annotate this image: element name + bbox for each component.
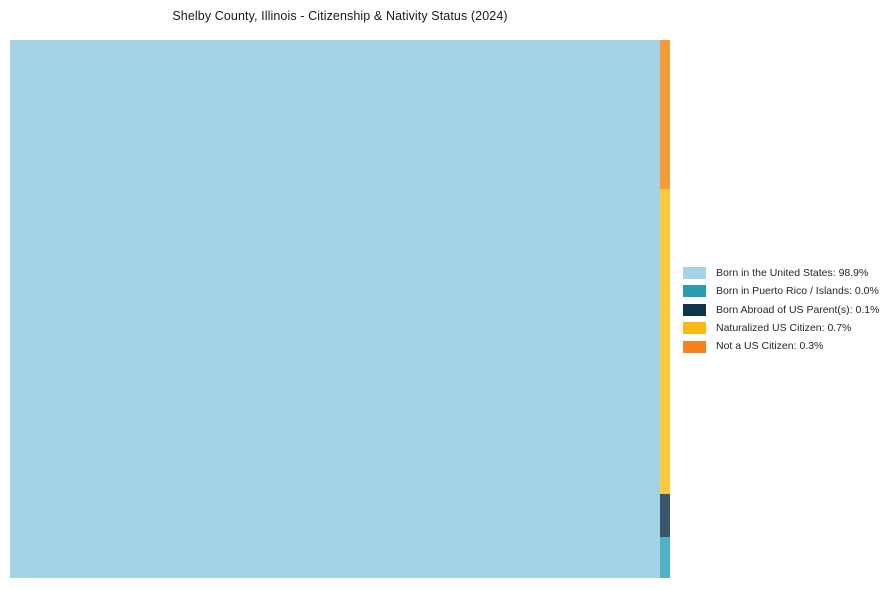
legend-swatch-born-abroad-of-us-parent-s <box>683 303 706 316</box>
legend-label: Born in Puerto Rico / Islands: 0.0% <box>716 285 879 298</box>
treemap-rect-born-in-puerto-rico-islands <box>660 537 670 578</box>
legend-label: Not a US Citizen: 0.3% <box>716 340 824 353</box>
legend-item-born-abroad-of-us-parent-s: Born Abroad of US Parent(s): 0.1% <box>683 303 880 316</box>
legend-label: Born in the United States: 98.9% <box>716 266 869 279</box>
chart-title: Shelby County, Illinois - Citizenship & … <box>172 9 508 23</box>
legend-label: Born Abroad of US Parent(s): 0.1% <box>716 303 880 316</box>
legend-item-born-in-puerto-rico-islands: Born in Puerto Rico / Islands: 0.0% <box>683 285 879 298</box>
legend-item-naturalized-us-citizen: Naturalized US Citizen: 0.7% <box>683 321 879 335</box>
legend-item-not-a-us-citizen: Not a US Citizen: 0.3% <box>683 340 879 353</box>
legend-swatch-naturalized-us-citizen <box>683 322 706 335</box>
treemap-rect-not-a-us-citizen <box>660 40 670 189</box>
legend-label: Naturalized US Citizen: 0.7% <box>716 321 852 334</box>
legend: Born in the United States: 98.9% Born in … <box>683 267 879 353</box>
treemap-rect-born-in-the-united-states <box>10 40 660 578</box>
legend-swatch-not-a-us-citizen <box>683 340 706 353</box>
legend-swatch-born-in-puerto-rico-islands <box>683 285 706 298</box>
legend-item-born-in-the-united-states: Born in the United States: 98.9% <box>683 267 879 279</box>
treemap-plot <box>10 40 670 578</box>
treemap-rect-born-abroad-of-us-parent-s <box>660 494 670 537</box>
legend-swatch-born-in-the-united-states <box>683 267 706 279</box>
treemap-rect-naturalized-us-citizen <box>660 189 670 494</box>
